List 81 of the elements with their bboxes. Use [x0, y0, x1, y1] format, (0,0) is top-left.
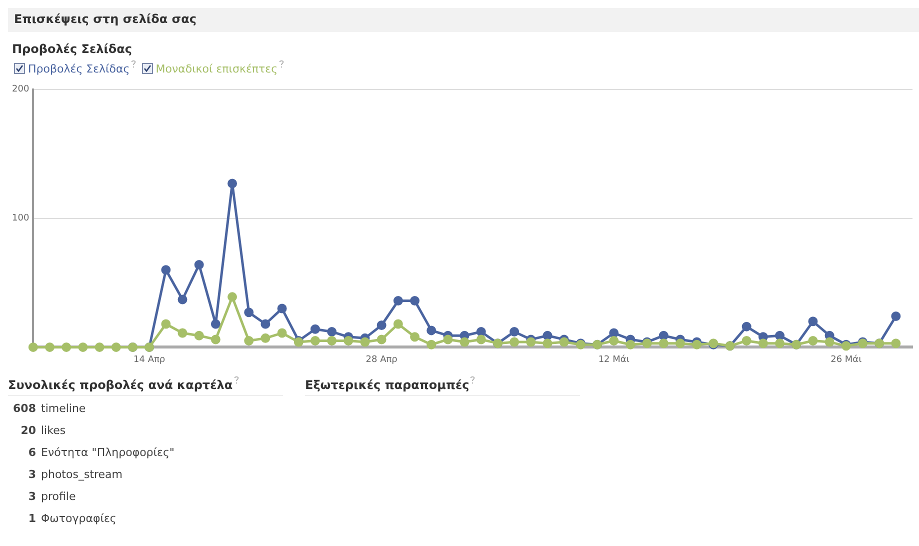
point: [327, 336, 337, 346]
point: [244, 307, 254, 317]
point: [210, 334, 220, 344]
point: [327, 326, 337, 336]
point: [891, 311, 901, 321]
point: [111, 342, 121, 352]
point: [45, 342, 55, 352]
point: [62, 342, 72, 352]
point: [443, 334, 453, 344]
point: [426, 340, 436, 350]
point: [775, 330, 785, 340]
point: [277, 328, 287, 338]
point: [658, 338, 668, 348]
x-tick-label: 28 Απρ: [366, 354, 398, 365]
point: [410, 296, 420, 306]
point: [194, 260, 204, 270]
point: [344, 336, 354, 346]
text: Συνολικές προβολές ανά καρτέλα: [8, 376, 283, 396]
point: [559, 336, 569, 346]
point: [376, 320, 386, 330]
point: [824, 336, 834, 346]
x-tick-label: 14 Απρ: [134, 354, 166, 365]
text: 3 photos_stream: [27, 468, 124, 483]
point: [161, 318, 171, 328]
point: [510, 326, 520, 336]
point: [393, 318, 403, 328]
point: [194, 330, 204, 340]
text: Προβολές Σελίδας: [27, 62, 131, 76]
point: [244, 336, 254, 346]
point: [228, 178, 238, 188]
point: [542, 330, 552, 340]
point: [310, 324, 320, 334]
point: [360, 336, 370, 346]
text: Μοναδικοί επισκέπτες: [154, 62, 279, 76]
point: [310, 336, 320, 346]
point: [609, 336, 619, 346]
point: [476, 326, 486, 336]
point: [277, 303, 287, 313]
point: [692, 340, 702, 350]
point: [542, 338, 552, 348]
point: [260, 333, 270, 343]
point: [393, 296, 403, 306]
y-tick-label: 200: [12, 84, 30, 94]
point: [161, 264, 171, 274]
text: 6 Ενότητα "Πληροφορίες": [27, 446, 176, 461]
point: [742, 336, 752, 346]
y-tick-label: 100: [12, 213, 30, 224]
point: [526, 336, 536, 346]
x-tick-label: 26 Μάι: [830, 354, 862, 365]
point: [626, 340, 636, 350]
point: [178, 294, 188, 304]
point: [210, 318, 220, 328]
point: [675, 338, 685, 348]
text: 20 likes: [20, 424, 67, 439]
point: [891, 338, 901, 348]
point: [94, 342, 104, 352]
point: [410, 332, 420, 342]
point: [178, 328, 188, 338]
point: [758, 338, 768, 348]
point: [228, 292, 238, 302]
point: [460, 336, 470, 346]
point: [658, 330, 668, 340]
point: [742, 321, 752, 331]
point: [775, 338, 785, 348]
point: [476, 334, 486, 344]
point: [808, 316, 818, 326]
chart-subtitle: Προβολές Σελίδας: [12, 42, 134, 56]
chart-title: Επισκέψεις στη σελίδα σας: [8, 8, 919, 32]
text: 3 profile: [27, 490, 77, 505]
point: [376, 334, 386, 344]
point: [28, 342, 38, 352]
point: [260, 318, 270, 328]
text: Εξωτερικές παραπομπές: [305, 376, 580, 396]
point: [78, 342, 88, 352]
point: [808, 336, 818, 346]
text: 1 Φωτογραφίες: [27, 512, 118, 527]
x-tick-label: 12 Μάι: [598, 354, 630, 365]
point: [609, 328, 619, 338]
text: 608 timeline: [12, 402, 87, 417]
point: [510, 336, 520, 346]
point: [426, 325, 436, 335]
